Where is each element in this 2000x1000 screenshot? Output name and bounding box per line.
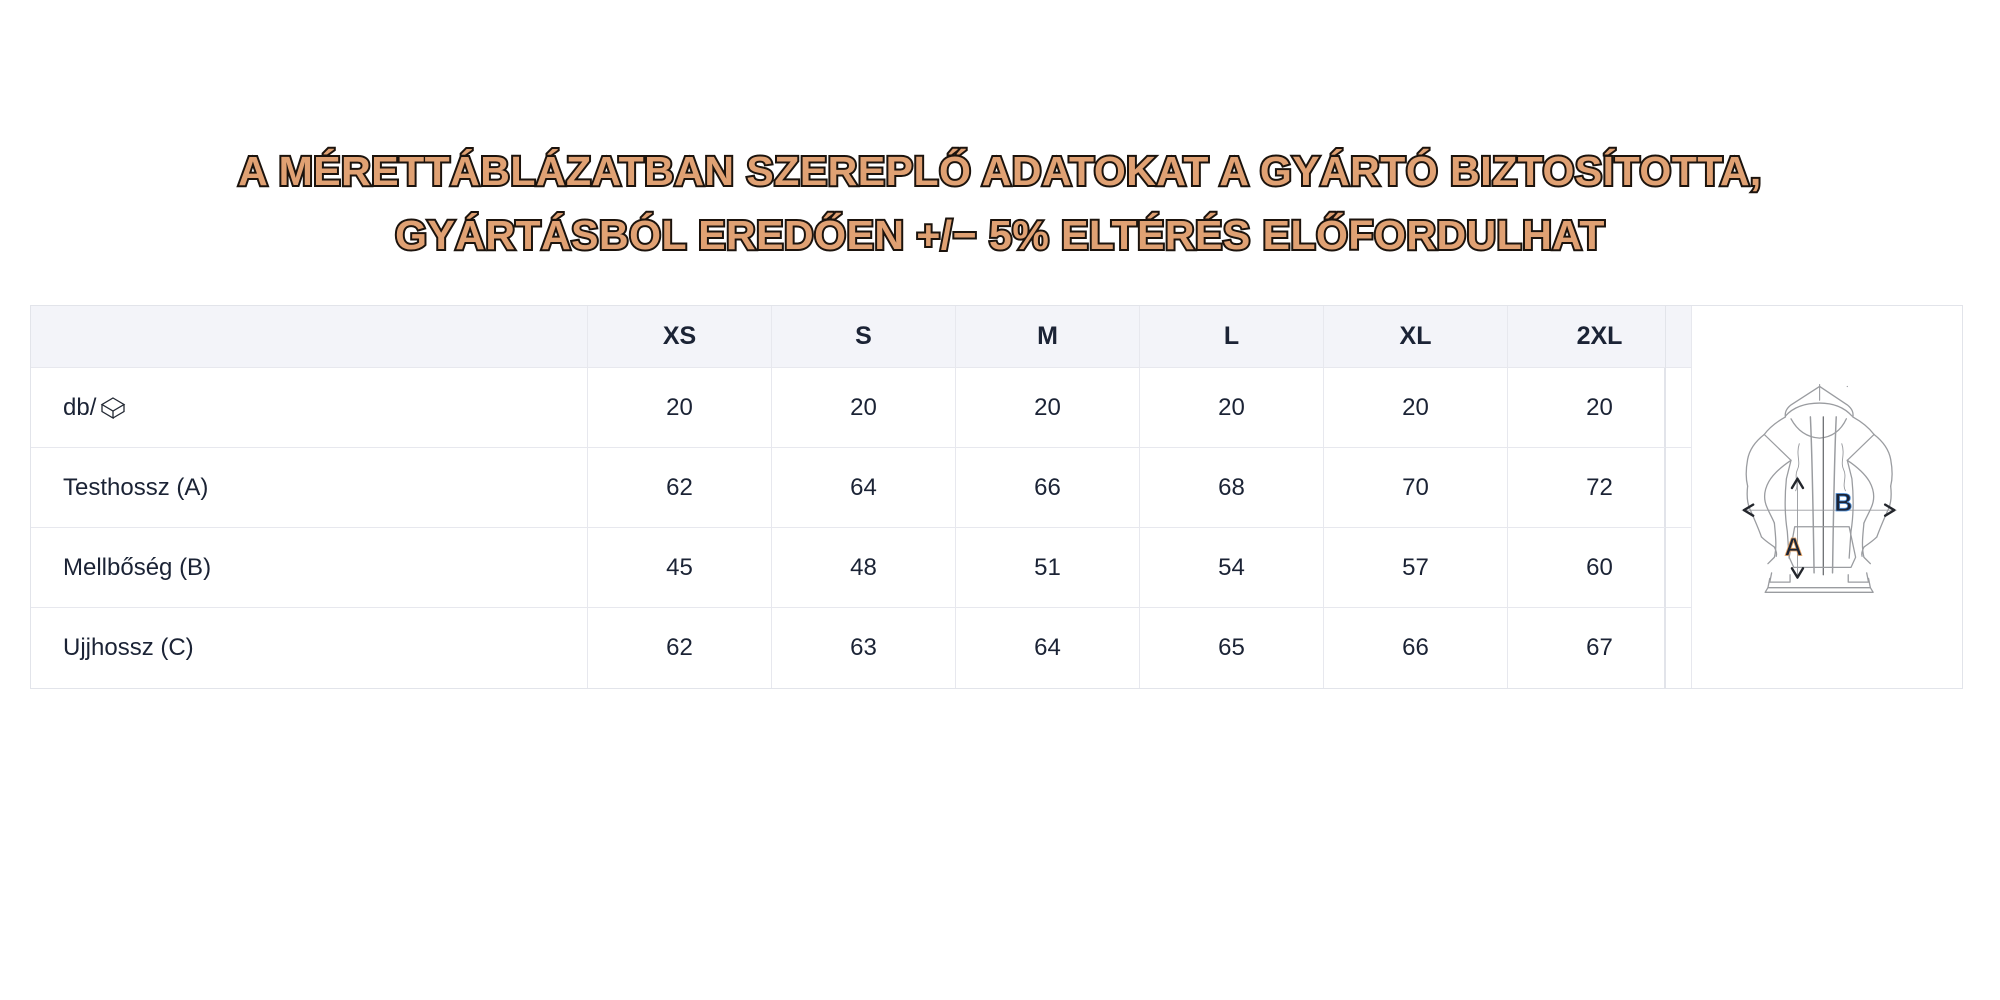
svg-text:A: A (1785, 533, 1803, 561)
svg-text:B: B (1834, 489, 1852, 517)
